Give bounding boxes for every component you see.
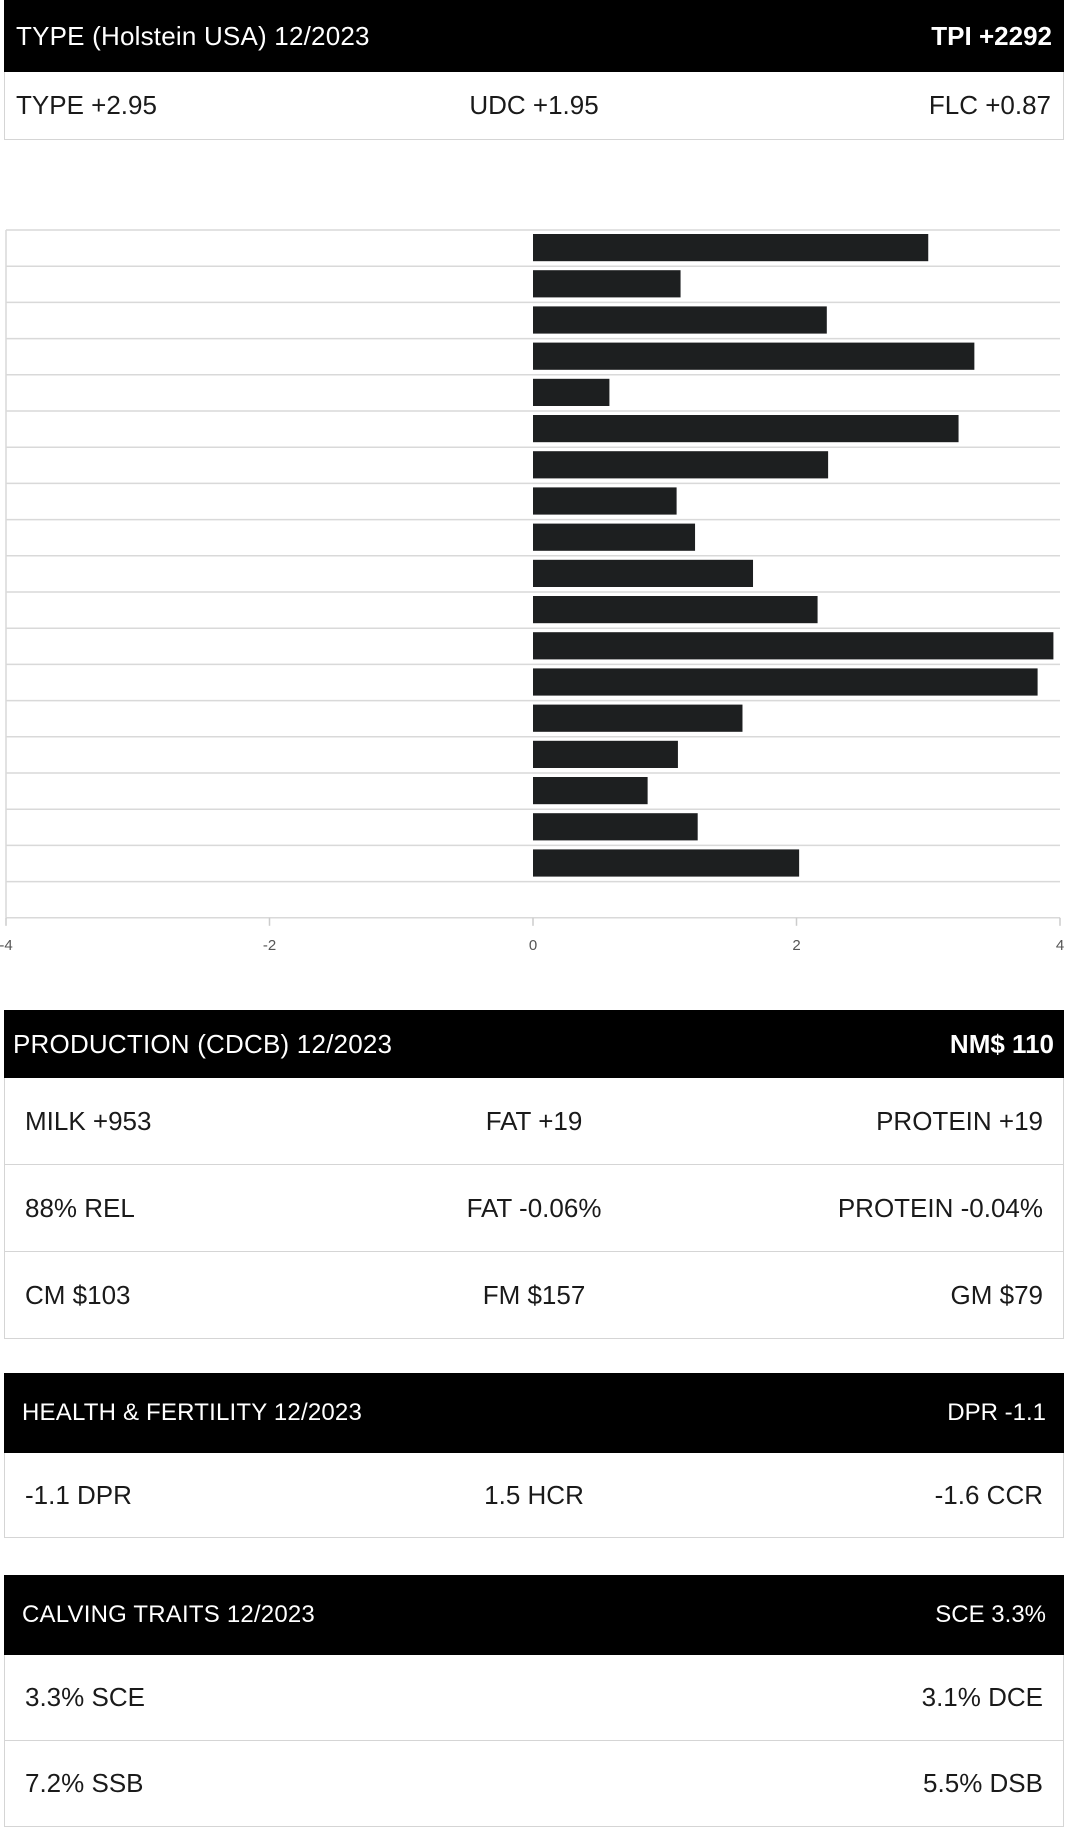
health-cell: 1.5 HCR xyxy=(484,1479,584,1510)
calving-cell: 5.5% DSB xyxy=(923,1768,1043,1798)
calving-row: 3.3% SCE 3.1% DCE xyxy=(4,1655,1064,1741)
health-title: HEALTH & FERTILITY 12/2023 xyxy=(22,1399,363,1426)
production-title: PRODUCTION (CDCB) 12/2023 xyxy=(13,1028,393,1059)
production-cell: PROTEIN +19 xyxy=(876,1105,1043,1136)
calving-cell: 3.1% DCE xyxy=(921,1682,1043,1712)
health-header: HEALTH & FERTILITY 12/2023 DPR -1.1 xyxy=(4,1373,1064,1453)
calving-row: 7.2% SSB 5.5% DSB xyxy=(4,1741,1064,1827)
production-row: MILK +953 FAT +19 PROTEIN +19 xyxy=(4,1078,1064,1165)
x-tick-label: 2 xyxy=(792,937,800,954)
type-summary-row: TYPE +2.95 UDC +1.95 FLC +0.87 xyxy=(4,72,1064,140)
production-cell: FAT -0.06% xyxy=(466,1192,602,1223)
trait-bar xyxy=(533,487,677,515)
flc-score: FLC +0.87 xyxy=(928,90,1051,120)
trait-bar xyxy=(533,704,743,732)
calving-cell: 3.3% SCE xyxy=(25,1682,145,1712)
trait-bar xyxy=(533,378,610,406)
production-cell: MILK +953 xyxy=(25,1105,152,1136)
production-cell: GM $79 xyxy=(950,1279,1044,1310)
trait-bar xyxy=(533,849,800,877)
production-header: PRODUCTION (CDCB) 12/2023 NM$ 110 xyxy=(4,1010,1064,1078)
nm-value: NM$ 110 xyxy=(949,1028,1054,1059)
type-title: TYPE (Holstein USA) 12/2023 xyxy=(16,20,370,51)
trait-bar xyxy=(533,306,827,334)
health-cell: -1.1 DPR xyxy=(25,1479,132,1510)
trait-bar xyxy=(533,813,698,841)
trait-bar xyxy=(533,668,1038,696)
health-cell: -1.6 CCR xyxy=(934,1479,1043,1510)
production-row: CM $103 FM $157 GM $79 xyxy=(4,1252,1064,1339)
calving-cell: 7.2% SSB xyxy=(25,1768,144,1798)
trait-bar xyxy=(533,342,975,370)
production-cell: PROTEIN -0.04% xyxy=(837,1192,1043,1223)
production-row: 88% REL FAT -0.06% PROTEIN -0.04% xyxy=(4,1165,1064,1252)
trait-bar xyxy=(533,270,681,298)
trait-bar xyxy=(533,596,818,624)
sce-value: SCE 3.3% xyxy=(935,1601,1046,1628)
trait-bar xyxy=(533,559,754,587)
x-tick-label: 4 xyxy=(1056,937,1064,954)
production-cell: FM $157 xyxy=(482,1279,586,1310)
production-cell: FAT +19 xyxy=(485,1105,583,1136)
trait-bar xyxy=(533,523,696,551)
x-tick-label: -4 xyxy=(0,937,13,954)
type-score: TYPE +2.95 xyxy=(16,90,157,120)
dpr-value: DPR -1.1 xyxy=(947,1399,1046,1426)
trait-bar xyxy=(533,234,929,262)
trait-bar xyxy=(533,777,648,805)
type-header: TYPE (Holstein USA) 12/2023 TPI +2292 xyxy=(4,0,1064,72)
calving-title: CALVING TRAITS 12/2023 xyxy=(22,1601,315,1628)
trait-bar xyxy=(533,740,678,768)
calving-header: CALVING TRAITS 12/2023 SCE 3.3% xyxy=(4,1575,1064,1655)
x-tick-label: -2 xyxy=(263,937,276,954)
trait-bar xyxy=(533,451,829,479)
trait-bar xyxy=(533,632,1054,660)
type-trait-chart: -4 -2 0 2 4 xyxy=(0,229,1064,954)
udc-score: UDC +1.95 xyxy=(469,90,599,120)
trait-bar xyxy=(533,415,959,443)
health-row: -1.1 DPR 1.5 HCR -1.6 CCR xyxy=(4,1453,1064,1538)
x-tick-label: 0 xyxy=(529,937,537,954)
production-cell: CM $103 xyxy=(25,1279,131,1310)
production-cell: 88% REL xyxy=(25,1192,135,1223)
tpi-value: TPI +2292 xyxy=(931,20,1052,51)
